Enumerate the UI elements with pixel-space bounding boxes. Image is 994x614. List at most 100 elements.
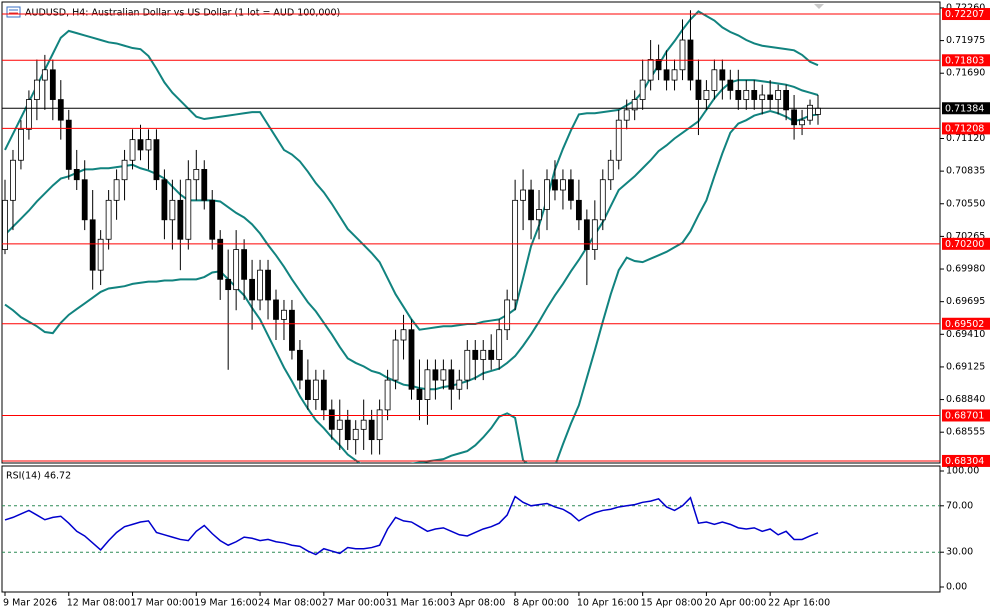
main-panel [1, 1, 941, 464]
level-label-box [942, 409, 990, 422]
candle-body [631, 99, 638, 111]
candle-body [775, 89, 782, 100]
candle-body [41, 69, 48, 81]
candle-body [18, 128, 24, 161]
rsi-title: RSI(14) 46.72 [6, 471, 71, 482]
candle-body [791, 109, 797, 126]
candle-body [241, 249, 248, 280]
candle-body [153, 139, 160, 181]
level-label: 0.71803 [945, 55, 984, 66]
candle-body [424, 369, 431, 400]
x-tick-label: 19 Mar 16:00 [194, 598, 257, 609]
scroll-marker [814, 4, 824, 9]
candle-body [145, 139, 152, 151]
candle-body [49, 69, 56, 100]
x-tick-label: 12 Mar 08:00 [67, 598, 130, 609]
candle-body [472, 349, 479, 360]
candle-body [376, 409, 383, 441]
candle-body [297, 349, 303, 381]
level-label-box [942, 317, 990, 330]
candle-body [185, 179, 192, 240]
candle-body [743, 89, 750, 100]
x-tick-label: 27 Mar 00:00 [322, 598, 385, 609]
candle-body [336, 419, 343, 430]
candle-body [488, 349, 495, 360]
candle-body [344, 419, 351, 441]
candle-body [249, 278, 255, 301]
level-label: 0.70200 [945, 239, 984, 250]
y-tick-label: 0.70835 [946, 166, 985, 177]
candle-body [528, 189, 534, 221]
candle-body [671, 69, 678, 81]
candle-body [807, 104, 813, 121]
candle-body [456, 379, 463, 390]
y-tick-label: 0.69980 [946, 264, 985, 275]
level-label-box [942, 54, 990, 67]
y-tick-label: 0.71975 [946, 35, 985, 46]
rsi-line [4, 495, 819, 556]
candle-body [799, 119, 805, 126]
y-tick-label: 0.68840 [946, 394, 985, 405]
y-tick-label: 0.69410 [946, 329, 985, 340]
candle-body [328, 409, 335, 430]
candle-body [352, 428, 359, 441]
candle-body [289, 309, 295, 351]
candle-body [201, 169, 208, 201]
candle-body [591, 219, 598, 250]
candle-body [552, 179, 558, 191]
candle-body [10, 159, 16, 201]
bollinger-band [4, 109, 819, 463]
x-tick-label: 9 Mar 2026 [3, 598, 57, 609]
y-tick-label: 70.00 [946, 500, 973, 511]
level-label: 0.68701 [945, 410, 984, 421]
candle-body [663, 69, 670, 81]
candle-body [655, 59, 662, 71]
candle-body [440, 369, 447, 381]
candle-body [695, 79, 702, 100]
candle-body [320, 379, 327, 411]
y-tick-label: 30.00 [946, 547, 973, 558]
candle-body [639, 79, 646, 100]
candle-body [615, 119, 622, 161]
candle-body [105, 199, 112, 240]
y-tick-label: 0.00 [946, 582, 967, 593]
candle-body [193, 169, 200, 181]
rsi-panel [1, 465, 941, 593]
candle-body [312, 379, 319, 400]
level-label-box [942, 237, 990, 250]
candle-body [73, 169, 80, 181]
candle-body [408, 329, 415, 390]
candle-body [225, 278, 232, 291]
candle-body [57, 99, 64, 121]
x-tick-label: 17 Mar 00:00 [131, 598, 194, 609]
candle-body [759, 94, 766, 100]
x-tick-label: 8 Apr 00:00 [513, 598, 569, 609]
candle-body [2, 199, 8, 250]
x-tick-label: 22 Apr 16:00 [768, 598, 830, 609]
candle-body [504, 299, 511, 331]
candle-body [432, 369, 439, 381]
level-label-box [942, 454, 990, 467]
y-tick-label: 100.00 [946, 465, 979, 476]
candle-body [233, 249, 240, 291]
candle-body [177, 199, 184, 240]
candle-body [65, 119, 72, 170]
y-tick-label: 0.72260 [946, 2, 985, 13]
candle-body [599, 179, 606, 221]
y-tick-label: 0.71690 [946, 68, 985, 79]
level-label-box [942, 8, 990, 21]
candle-body [26, 99, 32, 130]
x-tick-label: 15 Apr 08:00 [641, 598, 703, 609]
x-tick-label: 31 Mar 16:00 [386, 598, 449, 609]
candle-body [568, 179, 574, 201]
candle-body [81, 179, 88, 221]
candle-body [751, 89, 758, 100]
level-label: 0.68304 [945, 456, 984, 467]
candle-body [217, 238, 224, 280]
chart-title: AUDUSD, H4: Australian Dollar vs US Doll… [25, 8, 340, 19]
candle-body [273, 299, 279, 320]
candle-body [304, 379, 311, 400]
candle-body [536, 209, 542, 221]
